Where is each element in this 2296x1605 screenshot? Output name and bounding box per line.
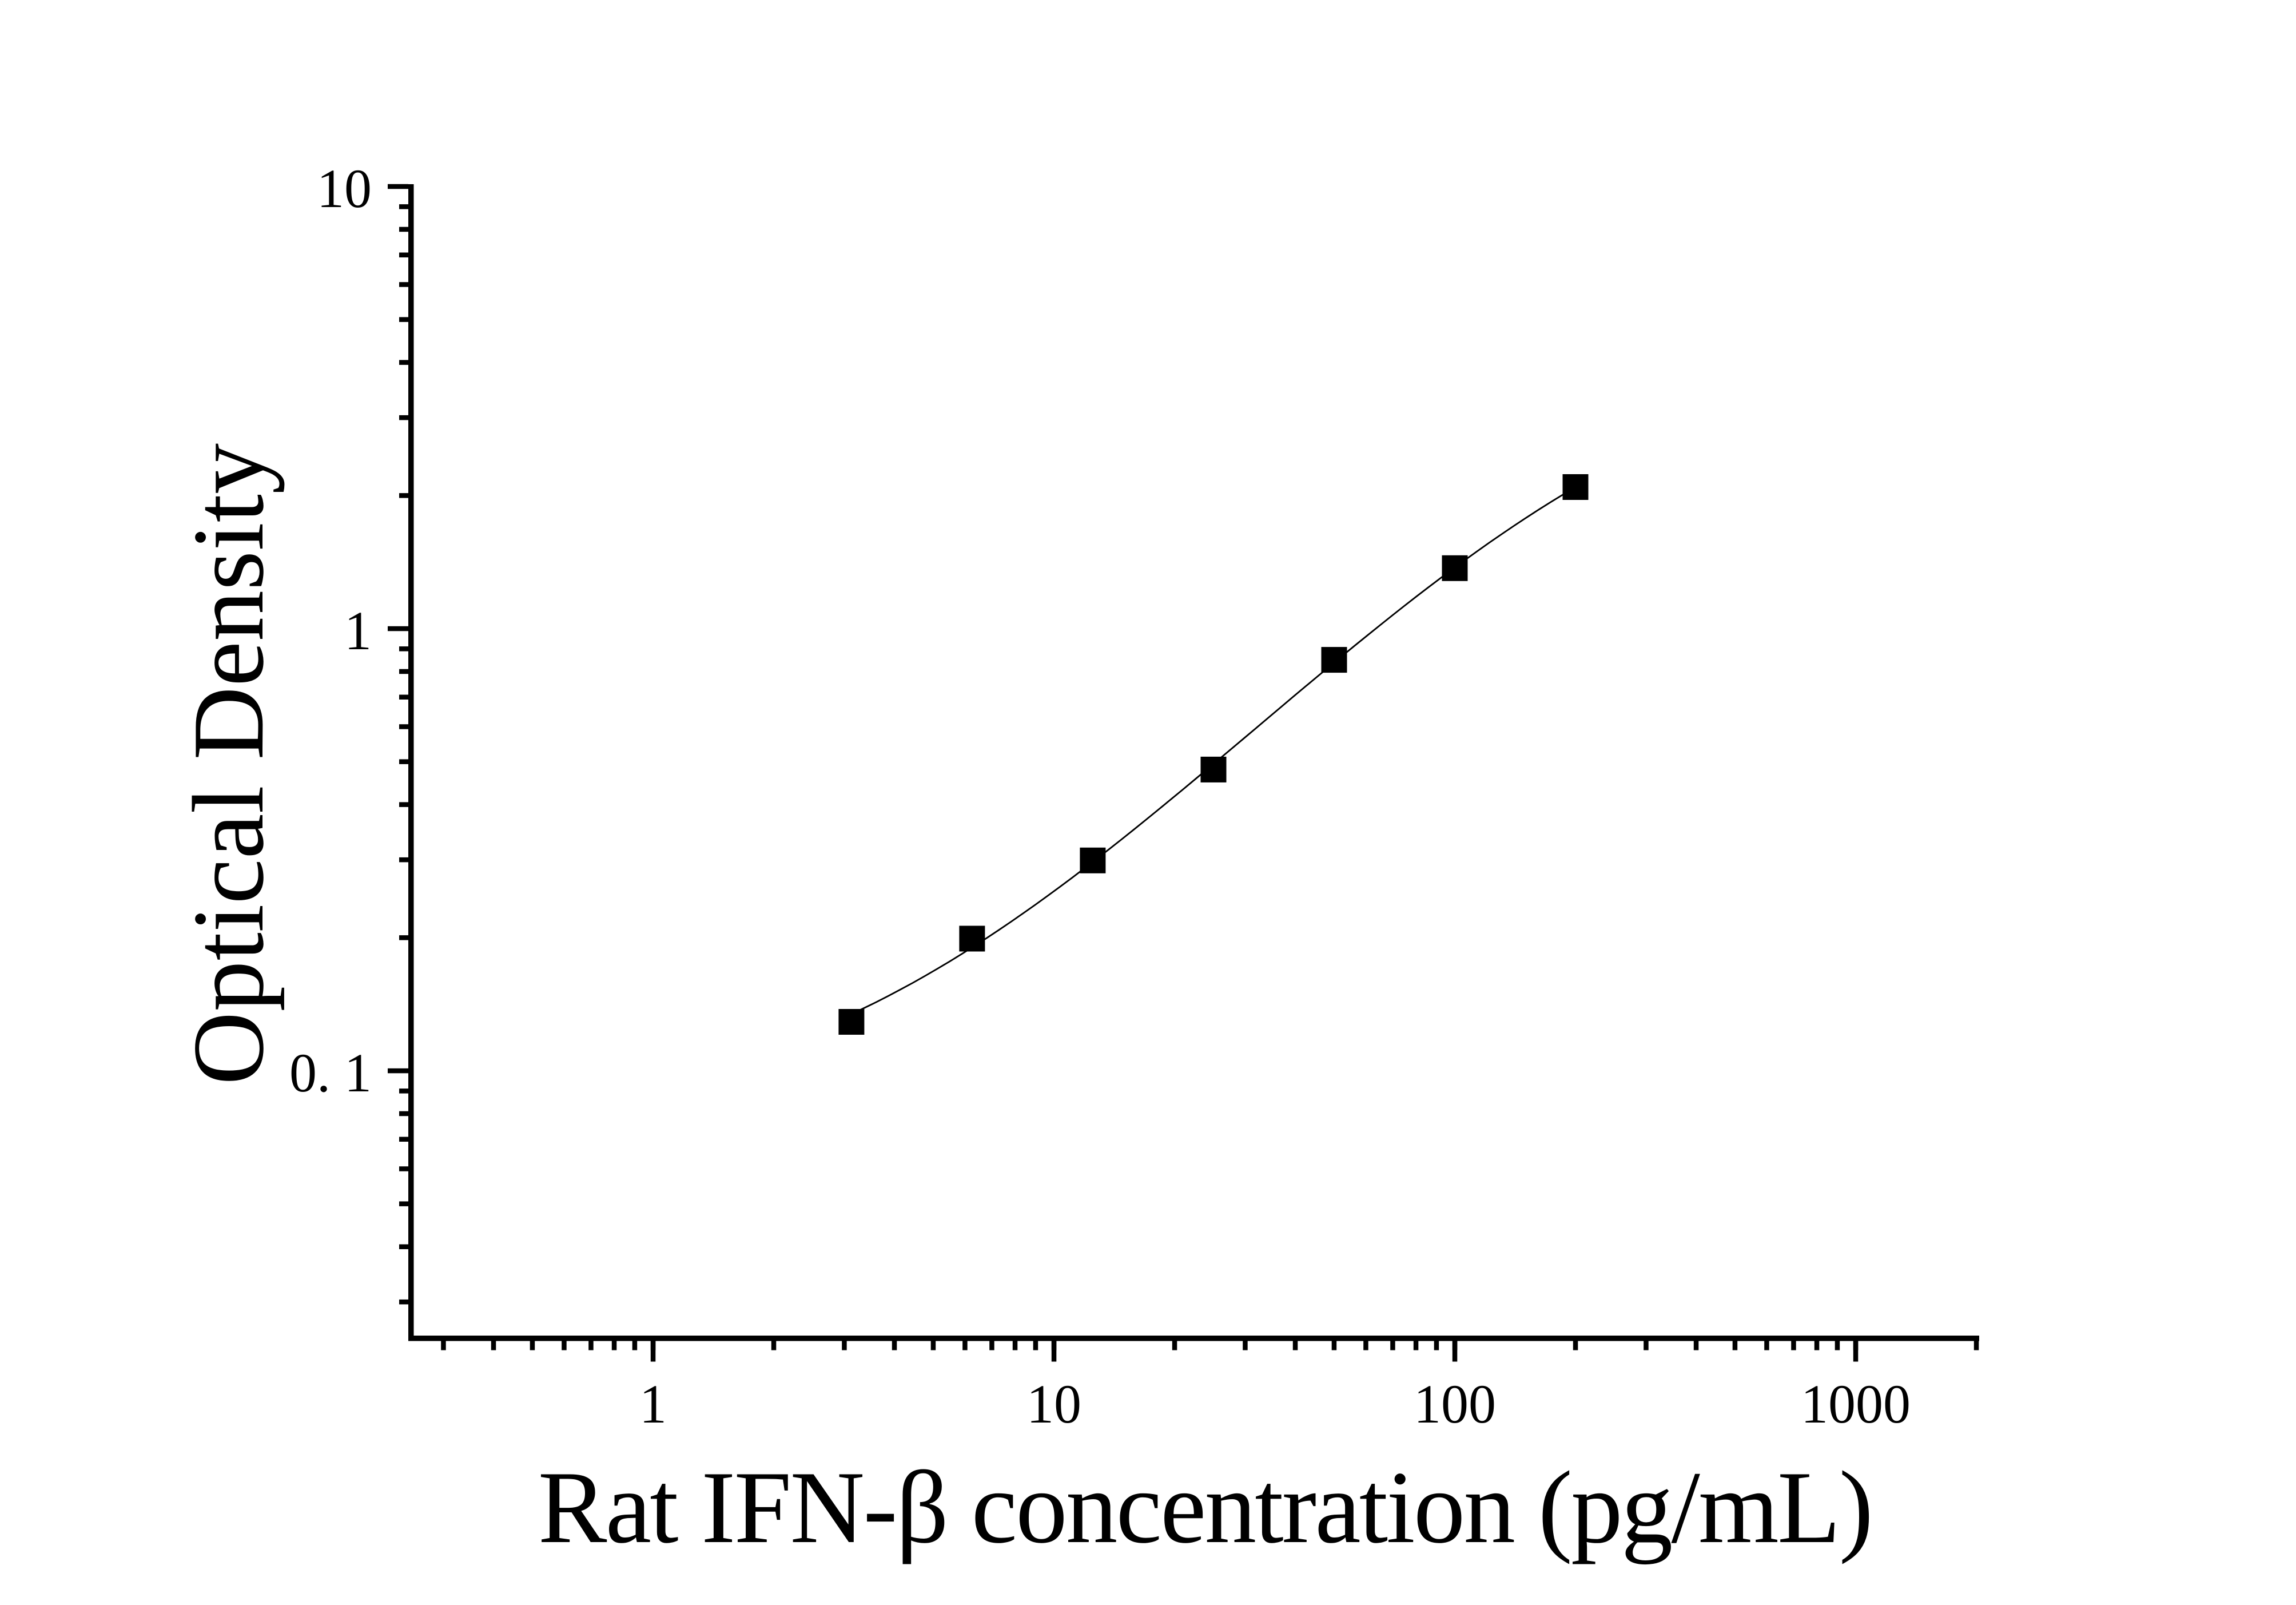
svg-text:Optical Density: Optical Density bbox=[172, 443, 285, 1085]
svg-text:1000: 1000 bbox=[1801, 1373, 1911, 1435]
svg-text:1: 1 bbox=[639, 1373, 667, 1435]
svg-text:10: 10 bbox=[1026, 1373, 1081, 1435]
svg-text:1: 1 bbox=[344, 600, 372, 661]
svg-text:Rat IFN-β concentration (pg/mL: Rat IFN-β concentration (pg/mL) bbox=[538, 1451, 1872, 1565]
svg-text:10: 10 bbox=[317, 158, 372, 219]
svg-text:0. 1: 0. 1 bbox=[289, 1042, 372, 1103]
svg-text:100: 100 bbox=[1414, 1373, 1496, 1435]
